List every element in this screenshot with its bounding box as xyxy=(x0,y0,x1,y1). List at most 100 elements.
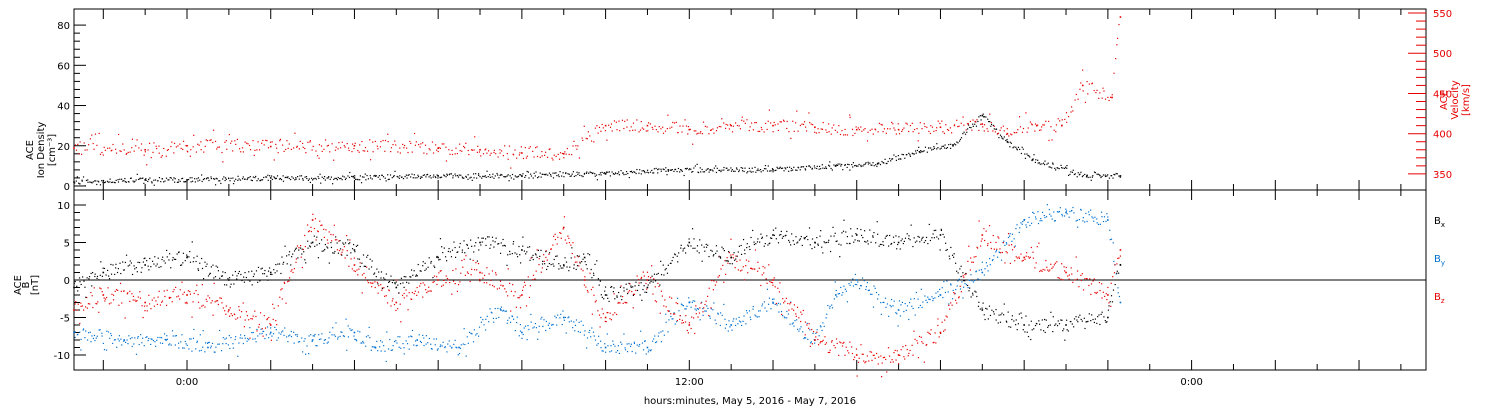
velocity-sample xyxy=(841,130,843,132)
ion-density-sample xyxy=(760,171,762,173)
bfield-bz-sample xyxy=(543,260,545,262)
velocity-point xyxy=(562,153,565,155)
bfield-by-sample xyxy=(770,308,772,310)
ion-density-sample xyxy=(244,178,246,180)
ion-density-sample xyxy=(877,162,879,164)
bfield-bx-sample xyxy=(988,305,991,307)
bfield-bz-sample xyxy=(262,335,264,337)
ion-density-sample xyxy=(576,171,578,173)
ion-density-sample xyxy=(1055,169,1057,171)
ion-density-sample xyxy=(201,174,203,176)
bfield-bx-sample xyxy=(522,245,524,247)
bfield-bx-sample xyxy=(811,247,813,250)
ion-density-sample xyxy=(1064,166,1067,168)
ion-density-sample xyxy=(600,174,602,176)
velocity-sample xyxy=(777,129,779,132)
velocity-sample xyxy=(1031,124,1033,126)
velocity-sample xyxy=(115,152,118,154)
bfield-bz-sample xyxy=(844,354,846,356)
velocity-sample xyxy=(702,121,705,123)
velocity-sample xyxy=(189,155,191,157)
bfield-bz-sample xyxy=(590,288,592,291)
bfield-bx-sample xyxy=(1040,329,1042,331)
bfield-bz-sample xyxy=(707,295,709,297)
ion-density-sample xyxy=(250,179,252,181)
bfield-bx-sample xyxy=(904,237,907,239)
velocity-sample xyxy=(1016,131,1018,134)
bfield-bx-sample xyxy=(972,292,974,294)
bfield-bx-sample xyxy=(654,280,657,282)
velocity-sample xyxy=(715,130,718,132)
bfield-bx-sample xyxy=(94,273,96,275)
ion-density-sample xyxy=(103,181,106,184)
bfield-by-sample xyxy=(1080,209,1082,211)
bfield-bz-sample xyxy=(209,297,211,299)
bfield-by-sample xyxy=(884,297,887,299)
bfield-bz-sample xyxy=(592,286,594,288)
bfield-bx-sample xyxy=(1017,323,1019,325)
bfield-bz-sample xyxy=(1089,278,1091,280)
ion-density-sample xyxy=(864,163,866,165)
ion-density-sample xyxy=(519,174,522,176)
bfield-bz-sample xyxy=(144,310,146,312)
bfield-bx-sample xyxy=(826,241,828,244)
bfield-bx-sample xyxy=(210,266,212,268)
ion-density-sample xyxy=(644,172,646,174)
ion-density-sample xyxy=(957,142,959,144)
ion-density-sample xyxy=(805,165,808,168)
velocity-sample xyxy=(236,138,239,141)
velocity-sample xyxy=(990,121,992,124)
ion-density-sample xyxy=(1085,176,1088,178)
bfield-bz-sample xyxy=(488,273,490,275)
bfield-bx-sample xyxy=(148,269,150,271)
velocity-sample xyxy=(764,122,767,124)
velocity-sample xyxy=(456,152,458,155)
bfield-by-sample xyxy=(321,333,323,335)
density-axis-tick-label: 0 xyxy=(64,182,70,193)
velocity-sample xyxy=(844,128,846,131)
bfield-by-sample xyxy=(550,324,553,326)
velocity-point xyxy=(144,148,146,151)
bfield-bz-sample xyxy=(273,307,275,309)
velocity-sample xyxy=(1108,99,1110,102)
bfield-bz-sample xyxy=(393,304,396,306)
ion-density-sample xyxy=(98,181,100,183)
bfield-bz-sample xyxy=(788,309,790,311)
velocity-sample xyxy=(1088,83,1090,85)
bfield-by-sample xyxy=(1004,244,1006,246)
bfield-by-sample xyxy=(1088,211,1090,213)
bfield-by-sample xyxy=(123,339,125,341)
bfield-by-sample xyxy=(475,334,477,336)
bfield-bx-sample xyxy=(189,250,191,253)
bfield-by-sample xyxy=(425,343,427,345)
bfield-bx-sample xyxy=(998,314,1000,316)
bfield-bx-sample xyxy=(940,229,943,232)
ion-density-sample xyxy=(970,127,972,129)
ion-density-sample xyxy=(945,147,947,150)
bfield-bx-sample xyxy=(125,254,128,256)
velocity-sample xyxy=(382,139,384,142)
bfield-bz-sample xyxy=(906,348,908,351)
bfield-bx-sample xyxy=(500,242,502,244)
ion-density-sample xyxy=(514,175,516,177)
bfield-bz-sample xyxy=(291,269,293,271)
bfield-bz-sample xyxy=(110,302,112,304)
bfield-by-sample xyxy=(1035,218,1037,220)
bfield-bx-sample xyxy=(166,256,168,258)
velocity-sample xyxy=(1008,135,1010,137)
bfield-by-sample xyxy=(1051,218,1053,220)
ion-density-sample xyxy=(1106,175,1108,177)
velocity-sample xyxy=(286,140,288,142)
bfield-bx-sample xyxy=(862,236,864,239)
velocity-sample xyxy=(971,129,973,131)
bfield-by-sample xyxy=(268,337,270,339)
bfield-bx-sample xyxy=(262,273,264,275)
ion-density-sample xyxy=(425,176,427,178)
bfield-by-sample xyxy=(74,331,76,333)
bfield-bz-sample xyxy=(1107,286,1109,289)
velocity-sample xyxy=(359,144,361,146)
bfield-bx-sample xyxy=(923,241,925,244)
bfield-bz-sample xyxy=(1060,278,1062,280)
bfield-bz-sample xyxy=(228,315,231,317)
bfield-bz-sample xyxy=(86,296,88,299)
